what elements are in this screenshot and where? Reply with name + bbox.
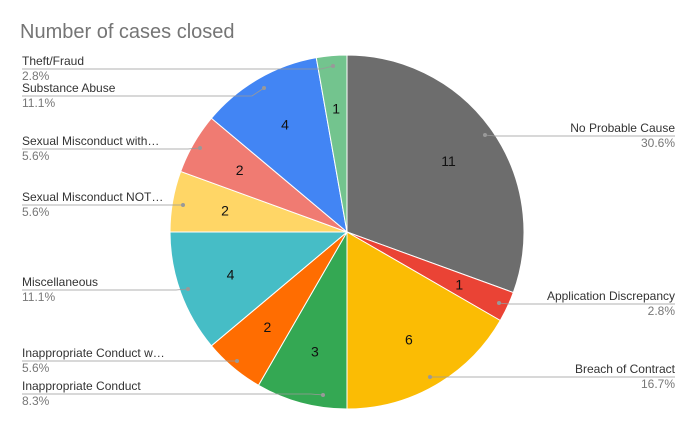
leader-dot xyxy=(235,359,239,363)
slice-category-label: Sexual Misconduct NOT… xyxy=(22,190,163,204)
slice-percent-label: 11.1% xyxy=(22,96,55,110)
slice-value-label: 1 xyxy=(455,276,463,292)
leader-dot xyxy=(181,203,185,207)
slice-value-label: 3 xyxy=(311,344,319,360)
leader-line xyxy=(498,302,675,305)
pie-slice xyxy=(346,231,501,410)
leader-line xyxy=(22,288,189,291)
leader-dot xyxy=(321,393,325,397)
slice-category-label: Theft/Fraud xyxy=(22,54,84,68)
leader-dot xyxy=(198,146,202,150)
slice-percent-label: 30.6% xyxy=(641,136,675,150)
slice-category-label: Miscellaneous xyxy=(22,275,98,289)
slice-percent-label: 5.6% xyxy=(22,361,50,375)
slice-value-label: 4 xyxy=(227,266,235,282)
slice-value-label: 2 xyxy=(263,319,271,335)
slice-percent-label: 2.8% xyxy=(22,69,50,83)
slice-category-label: Breach of Contract xyxy=(575,362,676,376)
slice-percent-label: 2.8% xyxy=(648,304,676,318)
slice-category-label: Substance Abuse xyxy=(22,81,116,95)
slice-value-label: 1 xyxy=(332,101,340,117)
leader-line xyxy=(22,393,324,396)
leader-dot xyxy=(262,86,266,90)
slice-category-label: Inappropriate Conduct xyxy=(22,379,141,393)
slice-value-label: 4 xyxy=(281,117,289,133)
slice-category-label: Inappropriate Conduct w… xyxy=(22,346,165,360)
pie-slice xyxy=(169,231,349,347)
leader-line xyxy=(22,147,201,150)
pie-slice xyxy=(210,57,348,234)
slice-value-label: 2 xyxy=(236,162,244,178)
leader-dot xyxy=(428,375,432,379)
slice-category-label: Sexual Misconduct with… xyxy=(22,134,159,148)
leader-line xyxy=(22,87,265,97)
slice-value-label: 11 xyxy=(441,153,456,169)
slice-value-label: 6 xyxy=(405,331,413,347)
leader-line xyxy=(484,134,675,137)
slice-percent-label: 8.3% xyxy=(22,394,50,408)
leader-dot xyxy=(483,133,487,137)
slice-percent-label: 5.6% xyxy=(22,205,50,219)
leader-dot xyxy=(186,287,190,291)
slice-percent-label: 16.7% xyxy=(641,377,675,391)
slice-category-label: No Probable Cause xyxy=(570,121,675,135)
pie-slice xyxy=(346,54,525,294)
slice-category-label: Application Discrepancy xyxy=(547,289,675,303)
leader-line xyxy=(22,65,334,70)
pie-slice xyxy=(315,54,348,233)
slice-percent-label: 5.6% xyxy=(22,149,50,163)
chart-title: Number of cases closed xyxy=(20,21,235,43)
leader-dot xyxy=(497,301,501,305)
slice-value-label: 2 xyxy=(221,202,229,218)
pie-slice xyxy=(257,230,348,410)
leader-dot xyxy=(331,64,335,68)
slice-percent-label: 11.1% xyxy=(22,290,55,304)
